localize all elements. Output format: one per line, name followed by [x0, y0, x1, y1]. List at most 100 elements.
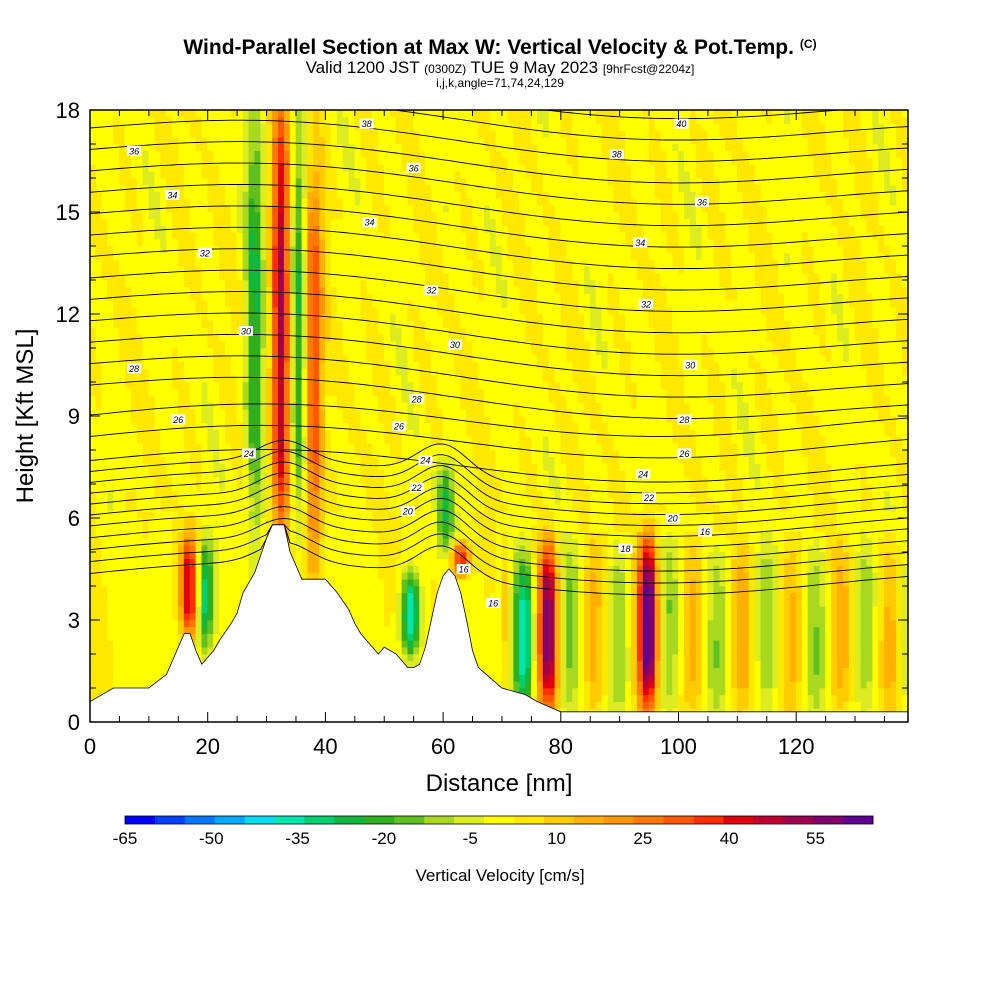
velocity-cell	[254, 198, 260, 205]
velocity-cell	[260, 273, 266, 280]
velocity-cell	[337, 443, 343, 450]
velocity-cell	[213, 627, 219, 634]
velocity-cell	[231, 239, 237, 246]
velocity-cell	[302, 429, 308, 436]
velocity-cell	[113, 470, 119, 477]
velocity-cell	[107, 314, 113, 321]
velocity-cell	[207, 463, 213, 470]
velocity-cell	[296, 368, 302, 375]
velocity-cell	[166, 633, 172, 640]
velocity-cell	[131, 327, 137, 334]
velocity-cell	[219, 212, 225, 219]
velocity-cell	[378, 239, 384, 246]
velocity-cell	[131, 382, 137, 389]
velocity-cell	[243, 382, 249, 389]
velocity-cell	[237, 395, 243, 402]
velocity-cell	[231, 525, 237, 532]
velocity-cell	[272, 198, 278, 205]
velocity-cell	[231, 395, 237, 402]
velocity-cell	[390, 627, 396, 634]
velocity-cell	[107, 443, 113, 450]
velocity-cell	[402, 130, 408, 137]
velocity-cell	[396, 327, 402, 334]
velocity-cell	[143, 368, 149, 375]
velocity-cell	[190, 307, 196, 314]
velocity-cell	[378, 117, 384, 124]
velocity-cell	[149, 559, 155, 566]
velocity-cell	[366, 538, 372, 545]
velocity-cell	[219, 239, 225, 246]
velocity-cell	[202, 361, 208, 368]
velocity-cell	[213, 253, 219, 260]
velocity-cell	[225, 613, 231, 620]
velocity-cell	[172, 606, 178, 613]
velocity-cell	[160, 341, 166, 348]
velocity-cell	[196, 144, 202, 151]
velocity-cell	[366, 586, 372, 593]
velocity-cell	[160, 640, 166, 647]
velocity-cell	[172, 253, 178, 260]
velocity-cell	[166, 436, 172, 443]
velocity-cell	[296, 130, 302, 137]
velocity-cell	[378, 246, 384, 253]
velocity-cell	[237, 382, 243, 389]
velocity-cell	[219, 402, 225, 409]
velocity-cell	[143, 389, 149, 396]
velocity-cell	[355, 538, 361, 545]
velocity-cell	[343, 593, 349, 600]
velocity-cell	[219, 300, 225, 307]
velocity-cell	[172, 518, 178, 525]
velocity-cell	[390, 287, 396, 294]
velocity-cell	[378, 130, 384, 137]
velocity-cell	[343, 368, 349, 375]
velocity-cell	[125, 171, 131, 178]
velocity-cell	[107, 205, 113, 212]
velocity-cell	[390, 117, 396, 124]
velocity-cell	[160, 647, 166, 654]
velocity-cell	[219, 525, 225, 532]
velocity-cell	[402, 409, 408, 416]
velocity-cell	[413, 593, 419, 600]
velocity-cell	[243, 212, 249, 219]
velocity-cell	[237, 239, 243, 246]
velocity-cell	[343, 300, 349, 307]
velocity-cell	[143, 178, 149, 185]
velocity-cell	[378, 137, 384, 144]
velocity-cell	[378, 287, 384, 294]
velocity-cell	[125, 185, 131, 192]
velocity-cell	[384, 144, 390, 151]
velocity-cell	[337, 157, 343, 164]
velocity-cell	[143, 259, 149, 266]
velocity-cell	[407, 198, 413, 205]
velocity-cell	[296, 457, 302, 464]
velocity-cell	[360, 239, 366, 246]
velocity-cell	[296, 178, 302, 185]
velocity-cell	[278, 178, 284, 185]
velocity-cell	[137, 239, 143, 246]
velocity-cell	[190, 368, 196, 375]
velocity-cell	[131, 436, 137, 443]
velocity-cell	[154, 545, 160, 552]
velocity-cell	[378, 178, 384, 185]
velocity-cell	[131, 205, 137, 212]
velocity-cell	[384, 239, 390, 246]
velocity-cell	[125, 409, 131, 416]
velocity-cell	[349, 355, 355, 362]
velocity-cell	[390, 436, 396, 443]
velocity-cell	[143, 198, 149, 205]
velocity-cell	[360, 423, 366, 430]
velocity-cell	[184, 620, 190, 627]
velocity-cell	[325, 327, 331, 334]
velocity-cell	[219, 137, 225, 144]
velocity-cell	[319, 280, 325, 287]
velocity-cell	[160, 389, 166, 396]
velocity-cell	[96, 232, 102, 239]
velocity-cell	[313, 198, 319, 205]
velocity-cell	[290, 144, 296, 151]
velocity-cell	[231, 572, 237, 579]
velocity-cell	[101, 198, 107, 205]
velocity-cell	[402, 348, 408, 355]
velocity-cell	[349, 266, 355, 273]
velocity-cell	[384, 579, 390, 586]
velocity-cell	[207, 144, 213, 151]
